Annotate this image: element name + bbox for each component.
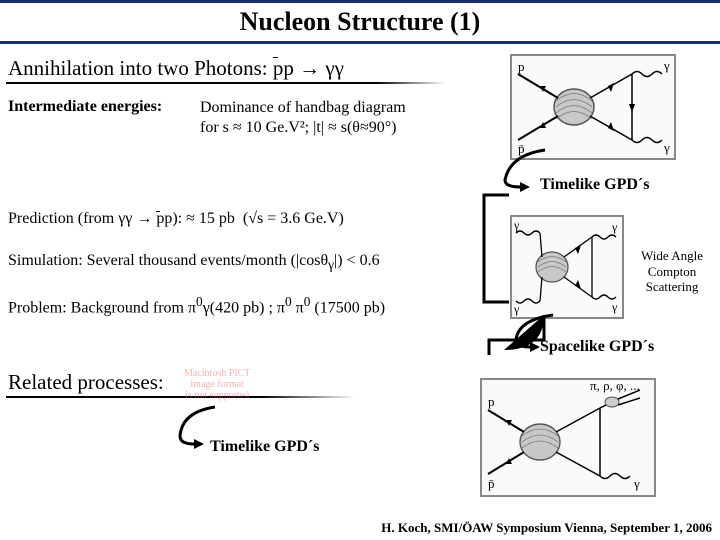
spacelike-gpd-label: Spacelike GPD´s	[540, 338, 654, 356]
wide-angle-l2: Compton Scattering	[646, 264, 699, 295]
diagram1-gamma-top: γ	[663, 58, 670, 73]
intermediate-line2: for s ≈ 10 Ge.V²; |t| ≈ s(θ≈90°)	[200, 119, 396, 136]
heading-underline-fade	[306, 82, 446, 84]
heading-related: Related processes:	[8, 370, 164, 395]
intermediate-text: Dominance of handbag diagram for s ≈ 10 …	[200, 98, 406, 138]
diagram3-meson-label: π, ρ, φ, ...	[590, 380, 640, 393]
diagram1-gamma-bot: γ	[663, 140, 670, 155]
heading-annihilation: Annihilation into two Photons: pp → γγ	[8, 56, 344, 81]
diagram-wacs-svg: γ γ γ γ	[512, 217, 622, 317]
diagram-handbag-1-svg: p p̄ γ γ	[512, 56, 674, 158]
simulation-line: Simulation: Several thousand events/mont…	[8, 252, 380, 273]
footer-attribution: H. Koch, SMI/ÖAW Symposium Vienna, Septe…	[381, 520, 712, 536]
svg-text:γ: γ	[633, 476, 640, 491]
svg-text:p: p	[488, 394, 495, 409]
heading-underline	[6, 82, 306, 84]
svg-text:γ: γ	[611, 300, 618, 314]
diagram-meson-svg: p p̄ γ π, ρ, φ, ...	[482, 380, 654, 495]
page-title: Nucleon Structure (1)	[240, 7, 481, 37]
related-underline	[6, 396, 166, 398]
diagram1-p-label: p	[518, 59, 525, 74]
svg-text:γ: γ	[513, 218, 520, 232]
diagram-wacs: γ γ γ γ	[510, 215, 624, 319]
timelike-gpd-label-1: Timelike GPD´s	[540, 176, 649, 194]
diagram-meson: p p̄ γ π, ρ, φ, ...	[480, 378, 656, 497]
prediction-line: Prediction (from γγ → pp): ≈ 15 pb (√s =…	[8, 210, 344, 228]
wide-angle-label: Wide Angle Compton Scattering	[624, 248, 720, 295]
bracket-diagrams	[474, 192, 514, 307]
timelike-gpd-label-2: Timelike GPD´s	[210, 438, 319, 456]
svg-text:γ: γ	[611, 220, 618, 234]
missing-image-placeholder: Macintosh PICTimage formatis not support…	[184, 368, 250, 401]
intermediate-label: Intermediate energies:	[8, 98, 162, 116]
title-bar: Nucleon Structure (1)	[0, 0, 720, 44]
svg-text:p̄: p̄	[488, 476, 495, 491]
problem-line: Problem: Background from π0γ(420 pb) ; π…	[8, 294, 385, 317]
intermediate-line1: Dominance of handbag diagram	[200, 99, 406, 116]
wide-angle-l1: Wide Angle	[641, 248, 703, 263]
